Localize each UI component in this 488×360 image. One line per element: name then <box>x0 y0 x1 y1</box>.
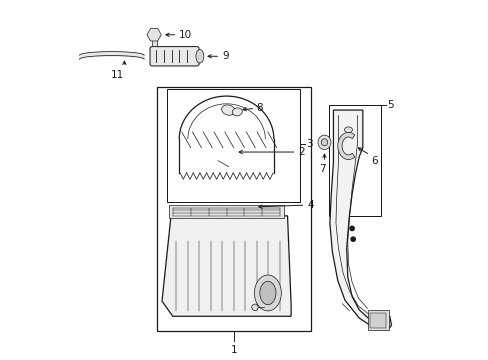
Circle shape <box>350 237 355 241</box>
Text: 3: 3 <box>306 139 312 149</box>
Ellipse shape <box>254 275 281 311</box>
Polygon shape <box>162 216 290 316</box>
Ellipse shape <box>232 108 242 116</box>
Ellipse shape <box>321 139 327 146</box>
Bar <box>367 310 388 329</box>
Ellipse shape <box>196 50 203 63</box>
Ellipse shape <box>251 304 258 311</box>
Ellipse shape <box>317 135 330 149</box>
Circle shape <box>349 226 353 230</box>
Ellipse shape <box>221 105 235 115</box>
Text: 2: 2 <box>298 147 305 157</box>
Text: 7: 7 <box>319 164 325 174</box>
Text: 5: 5 <box>386 100 393 110</box>
Text: 4: 4 <box>306 200 313 210</box>
Text: 1: 1 <box>230 345 237 355</box>
Ellipse shape <box>344 127 352 133</box>
Bar <box>169 205 284 218</box>
FancyBboxPatch shape <box>150 46 199 66</box>
Bar <box>167 89 300 202</box>
Bar <box>369 313 386 328</box>
Ellipse shape <box>259 281 275 305</box>
Text: 9: 9 <box>222 51 228 61</box>
Bar <box>328 105 380 216</box>
Polygon shape <box>337 132 354 159</box>
Text: 6: 6 <box>370 156 377 166</box>
Polygon shape <box>329 110 391 330</box>
Text: 10: 10 <box>178 30 191 40</box>
Text: 8: 8 <box>256 103 263 113</box>
Text: 11: 11 <box>110 69 123 80</box>
Bar <box>156 87 310 330</box>
Bar <box>151 40 156 45</box>
